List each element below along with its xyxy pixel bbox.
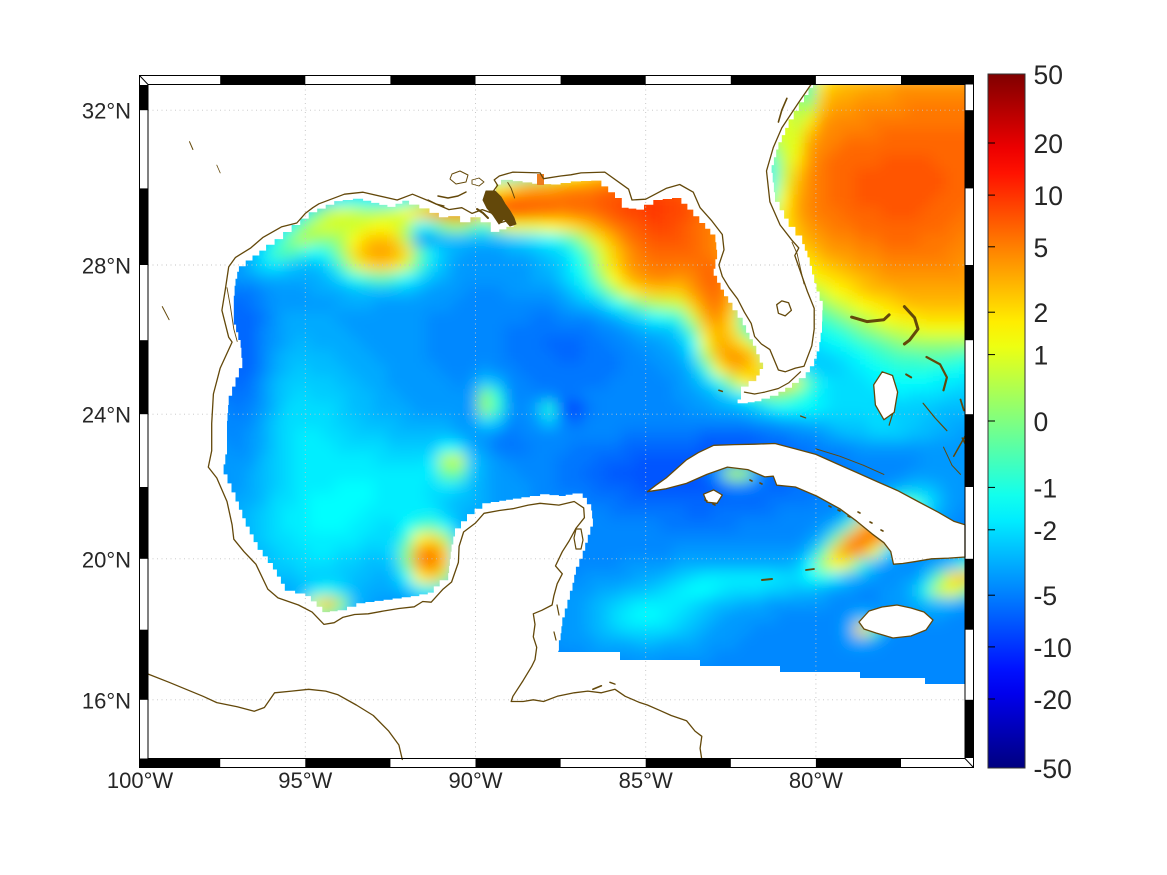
svg-text:20°N: 20°N [82, 547, 131, 572]
svg-text:32°N: 32°N [82, 99, 131, 124]
svg-text:10: 10 [1034, 181, 1063, 211]
svg-text:95°W: 95°W [278, 768, 332, 793]
svg-text:80°W: 80°W [789, 768, 843, 793]
svg-text:-20: -20 [1034, 685, 1072, 715]
svg-text:-2: -2 [1034, 516, 1058, 546]
svg-text:90°W: 90°W [448, 768, 502, 793]
svg-text:100°W: 100°W [107, 768, 174, 793]
svg-text:-1: -1 [1034, 473, 1058, 503]
svg-text:0: 0 [1034, 407, 1049, 437]
svg-text:-50: -50 [1034, 754, 1072, 784]
svg-text:16°N: 16°N [82, 688, 131, 713]
svg-text:1: 1 [1034, 341, 1049, 371]
svg-text:2: 2 [1034, 298, 1049, 328]
svg-text:-10: -10 [1034, 633, 1072, 663]
svg-text:24°N: 24°N [82, 403, 131, 428]
svg-text:28°N: 28°N [82, 254, 131, 279]
svg-text:-5: -5 [1034, 581, 1058, 611]
svg-text:20: 20 [1034, 129, 1063, 159]
svg-text:85°W: 85°W [619, 768, 673, 793]
svg-text:5: 5 [1034, 233, 1049, 263]
svg-text:50: 50 [1034, 60, 1063, 90]
